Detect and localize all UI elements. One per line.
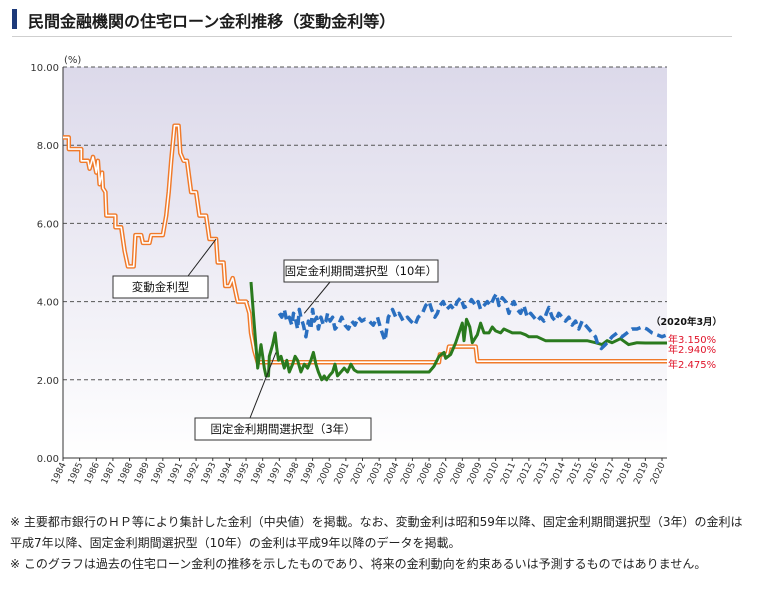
series-line-fixed-3yr [249, 281, 667, 382]
y-tick-label: 0.00 [37, 454, 59, 465]
y-axis-unit: (%) [64, 55, 81, 66]
series-end-label: 年2.940% [668, 343, 716, 356]
footnote-2: ※ このグラフは過去の住宅ローン金利の推移を示したものであり、将来の金利動向を約… [10, 557, 707, 571]
y-tick-label: 8.00 [37, 141, 59, 152]
series-end-label: 年3.150% [668, 333, 716, 346]
series-line-fixed-10yr [277, 292, 668, 351]
callout-fixed-10yr-label: 固定金利期間選択型（10年） [285, 264, 438, 278]
rate-chart: 0.002.004.006.008.0010.00(%)198419851986… [30, 55, 722, 486]
annotation-date: （2020年3月） [651, 316, 722, 328]
callout-variable-box [112, 275, 209, 299]
y-tick-label: 10.00 [30, 63, 59, 74]
footnotes: ※ 主要都市銀行のＨＰ等により集計した金利（中央値）を掲載。なお、変動金利は昭和… [10, 512, 750, 575]
callout-fixed-3yr-label: 固定金利期間選択型（3年） [210, 422, 355, 436]
callout-fixed-10yr-box [283, 259, 439, 283]
callout-fixed-3yr-box [194, 417, 372, 441]
page-title: 民間金融機関の住宅ローン金利推移（変動金利等） [28, 12, 396, 31]
title-accent-bar [12, 9, 17, 29]
x-tick-label: 2020 [649, 461, 668, 486]
callout-variable-leader [187, 238, 217, 277]
series-line-variable-rate-inner [63, 124, 667, 363]
series-end-label: 年2.475% [668, 358, 716, 371]
y-tick-label: 4.00 [37, 298, 59, 309]
title-header: 民間金融機関の住宅ローン金利推移（変動金利等） [12, 6, 732, 37]
footnote-1: ※ 主要都市銀行のＨＰ等により集計した金利（中央値）を掲載。なお、変動金利は昭和… [10, 515, 743, 550]
callout-variable-label: 変動金利型 [132, 280, 190, 294]
callout-fixed-3yr-leader [249, 352, 277, 419]
y-tick-label: 6.00 [37, 219, 59, 230]
callout-fixed-10yr-leader [303, 281, 331, 314]
y-tick-label: 2.00 [37, 376, 59, 387]
